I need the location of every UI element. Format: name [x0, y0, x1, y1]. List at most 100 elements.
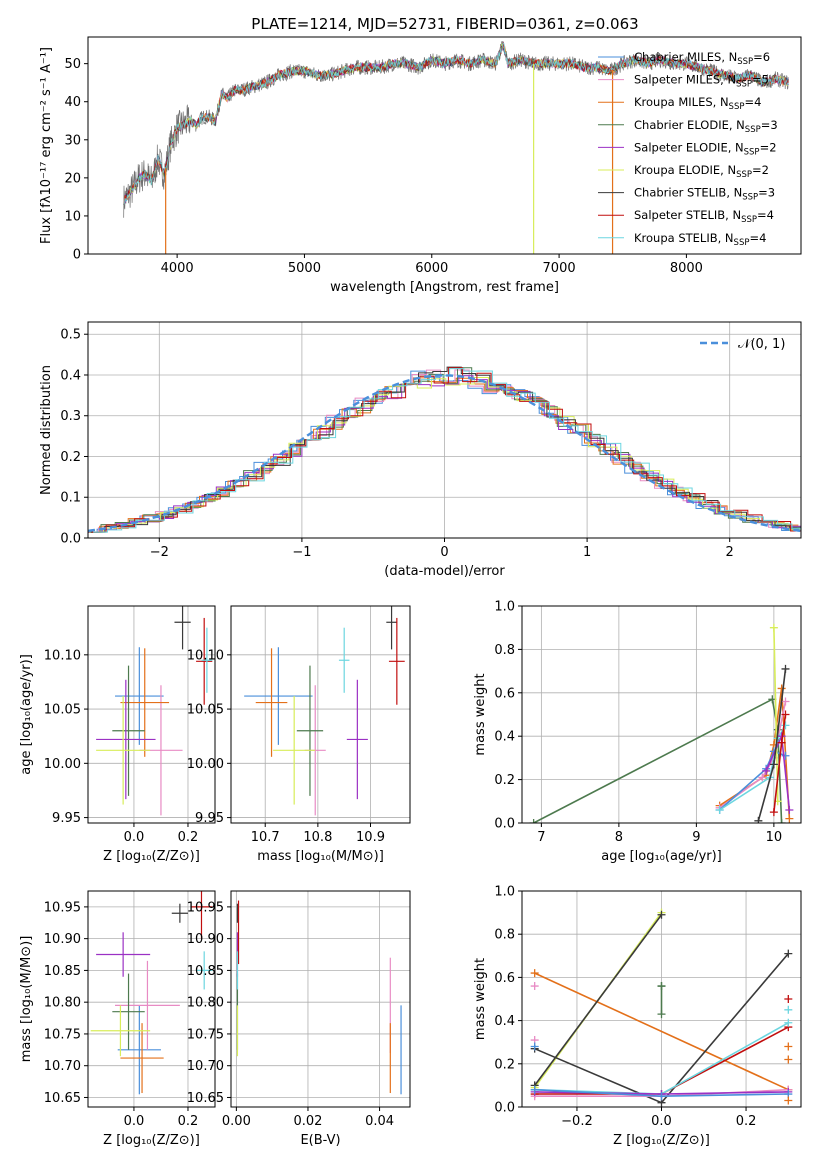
- y-tick-label: 10.65: [187, 1091, 224, 1106]
- plus-marker: [758, 773, 767, 782]
- y-tick-label: 1.0: [494, 885, 515, 900]
- y-tick-label: 0.6: [494, 971, 515, 986]
- error-bar-point: [115, 960, 180, 1050]
- y-tick-label: 10.75: [187, 1027, 224, 1042]
- plus-marker: [657, 910, 666, 919]
- y-tick-label: 20: [64, 171, 81, 186]
- x-axis-label: Z [log₁₀(Z/Z⊙)]: [103, 849, 200, 864]
- error-bar-point: [117, 1005, 161, 1095]
- spectrum-legend: Chabrier MILES, NSSP=6 Salpeter MILES, NS…: [598, 50, 778, 248]
- y-tick-label: 10.70: [44, 1059, 81, 1074]
- residual-histogram: [89, 377, 801, 533]
- plus-marker: [530, 982, 539, 991]
- legend-label: Kroupa ELODIE, NSSP=2: [634, 163, 769, 180]
- x-tick-label: 0.00: [222, 1114, 251, 1129]
- legend-label: 𝒩(0, 1): [738, 337, 785, 352]
- x-axis-label: Z [log₁₀(Z/Z⊙)]: [613, 1133, 710, 1148]
- y-tick-label: 10: [64, 209, 81, 224]
- plus-marker: [530, 1042, 539, 1051]
- plus-marker: [769, 623, 778, 632]
- x-tick-label: 0: [440, 545, 448, 560]
- y-tick-label: 10.10: [187, 648, 224, 663]
- y-tick-label: 10.95: [44, 900, 81, 915]
- x-tick-label: −2: [150, 545, 169, 560]
- y-tick-label: 0.6: [494, 686, 515, 701]
- x-tick-label: 8000: [670, 261, 703, 276]
- y-tick-label: 10.90: [187, 932, 224, 947]
- legend-label: Salpeter MILES, NSSP=5: [634, 73, 769, 90]
- x-tick-label: 10.9: [356, 830, 385, 845]
- y-tick-label: 0: [73, 248, 81, 263]
- x-tick-label: 0.2: [178, 1114, 199, 1129]
- plus-marker: [784, 995, 793, 1003]
- x-axis-label: wavelength [Angstrom, rest frame]: [330, 280, 559, 295]
- y-tick-label: 10.80: [187, 996, 224, 1011]
- error-bar-point: [120, 648, 170, 757]
- y-tick-label: 1.0: [494, 600, 515, 615]
- plus-marker: [785, 814, 794, 823]
- mass-weight-line: [773, 627, 779, 802]
- error-bar-point: [174, 606, 191, 650]
- plus-marker: [781, 697, 790, 706]
- y-tick-label: 10.95: [187, 900, 224, 915]
- x-tick-label: 0.2: [736, 1114, 757, 1129]
- y-tick-label: 10.80: [44, 996, 81, 1011]
- x-tick-label: 0.0: [124, 1114, 145, 1129]
- error-bar-point: [201, 627, 213, 693]
- plus-marker: [785, 805, 794, 814]
- mass_vs_Z-marks: [90, 891, 213, 1095]
- age_vs_Z-marks: [96, 606, 213, 816]
- plus-marker: [754, 816, 763, 823]
- x-tick-label: 5000: [288, 261, 321, 276]
- y-tick-label: 10.70: [187, 1059, 224, 1074]
- y-axis-label: mass weight: [473, 673, 488, 755]
- legend-label: Chabrier MILES, NSSP=6: [634, 50, 770, 67]
- mass-weight-line: [534, 914, 663, 1086]
- error-bar-point: [112, 973, 145, 1050]
- error-bar-point: [388, 617, 405, 705]
- x-tick-label: 9: [692, 830, 700, 845]
- legend-label: Chabrier STELIB, NSSP=3: [634, 186, 775, 203]
- y-axis-label: mass weight: [473, 958, 488, 1040]
- plus-marker: [529, 819, 538, 823]
- x-tick-label: −1: [292, 545, 311, 560]
- x-tick-label: 6000: [415, 261, 448, 276]
- figure-title: PLATE=1214, MJD=52731, FIBERID=0361, z=0…: [251, 15, 638, 33]
- plus-marker: [781, 751, 790, 760]
- error-bar-point: [296, 665, 324, 796]
- plus-marker: [762, 766, 771, 775]
- y-tick-label: 0.8: [494, 928, 515, 943]
- y-axis-label: Normed distribution: [39, 365, 54, 495]
- plus-marker: [777, 738, 786, 747]
- y-tick-label: 10.05: [187, 703, 224, 718]
- y-tick-label: 10.65: [44, 1091, 81, 1106]
- age_vs_Z-panel: 0.0 0.2 9.95 10.00 10.05 10.10 Z [log₁₀(Z/Z⊙)]…: [19, 605, 216, 864]
- weight_vs_age-marks: [529, 623, 794, 823]
- error-bar-point: [96, 932, 151, 977]
- plus-marker: [784, 1096, 793, 1105]
- age_vs_mass-panel: 10.7 10.8 10.9 9.95 10.00 10.05 10.10 mass [log…: [187, 605, 411, 864]
- mass_vs_ebv-marks: [236, 900, 402, 1095]
- y-tick-label: 10.00: [187, 757, 224, 772]
- axes-frame: [87, 605, 216, 824]
- y-tick-label: 0.4: [494, 730, 515, 745]
- plus-marker: [777, 819, 786, 823]
- residuals-panel: −2 −1 0 1 2 0.0 0.1 0.2 0.3 0.4 0.5 (data-model)/er…: [39, 321, 802, 579]
- y-tick-label: 0.0: [494, 1101, 515, 1116]
- x-tick-label: 0.04: [365, 1114, 394, 1129]
- legend-label: Salpeter ELODIE, NSSP=2: [634, 140, 777, 157]
- y-tick-label: 0.2: [494, 773, 515, 788]
- plus-marker: [784, 949, 793, 958]
- y-tick-label: 0.4: [60, 368, 81, 383]
- y-axis-label: age [log₁₀(age/yr)]: [19, 654, 34, 775]
- x-tick-label: 7: [537, 830, 545, 845]
- x-axis-label: E(B-V): [300, 1133, 340, 1148]
- error-bar-point: [96, 679, 156, 800]
- y-tick-label: 0.1: [60, 491, 81, 506]
- mass_vs_ebv-panel: 0.00 0.02 0.04 10.65 10.70 10.75 10.80 10.85 10.…: [187, 890, 411, 1148]
- x-tick-label: 10.7: [251, 830, 280, 845]
- error-bar-point: [120, 1023, 164, 1094]
- y-tick-label: 9.95: [52, 811, 81, 826]
- x-tick-label: 8: [615, 830, 623, 845]
